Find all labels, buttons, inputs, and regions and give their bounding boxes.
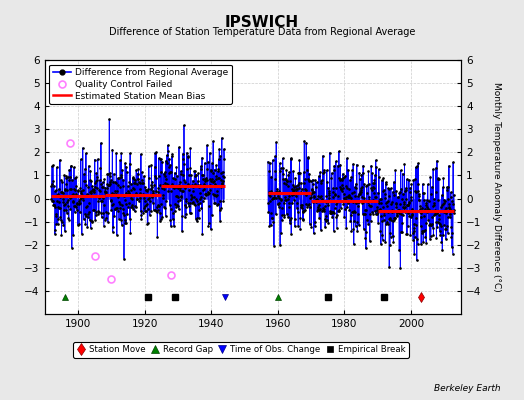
Text: Berkeley Earth: Berkeley Earth xyxy=(434,384,500,393)
Y-axis label: Monthly Temperature Anomaly Difference (°C): Monthly Temperature Anomaly Difference (… xyxy=(493,82,501,292)
Text: IPSWICH: IPSWICH xyxy=(225,15,299,30)
Legend: Station Move, Record Gap, Time of Obs. Change, Empirical Break: Station Move, Record Gap, Time of Obs. C… xyxy=(73,342,409,358)
Legend: Difference from Regional Average, Quality Control Failed, Estimated Station Mean: Difference from Regional Average, Qualit… xyxy=(49,64,232,104)
Text: Difference of Station Temperature Data from Regional Average: Difference of Station Temperature Data f… xyxy=(109,27,415,37)
